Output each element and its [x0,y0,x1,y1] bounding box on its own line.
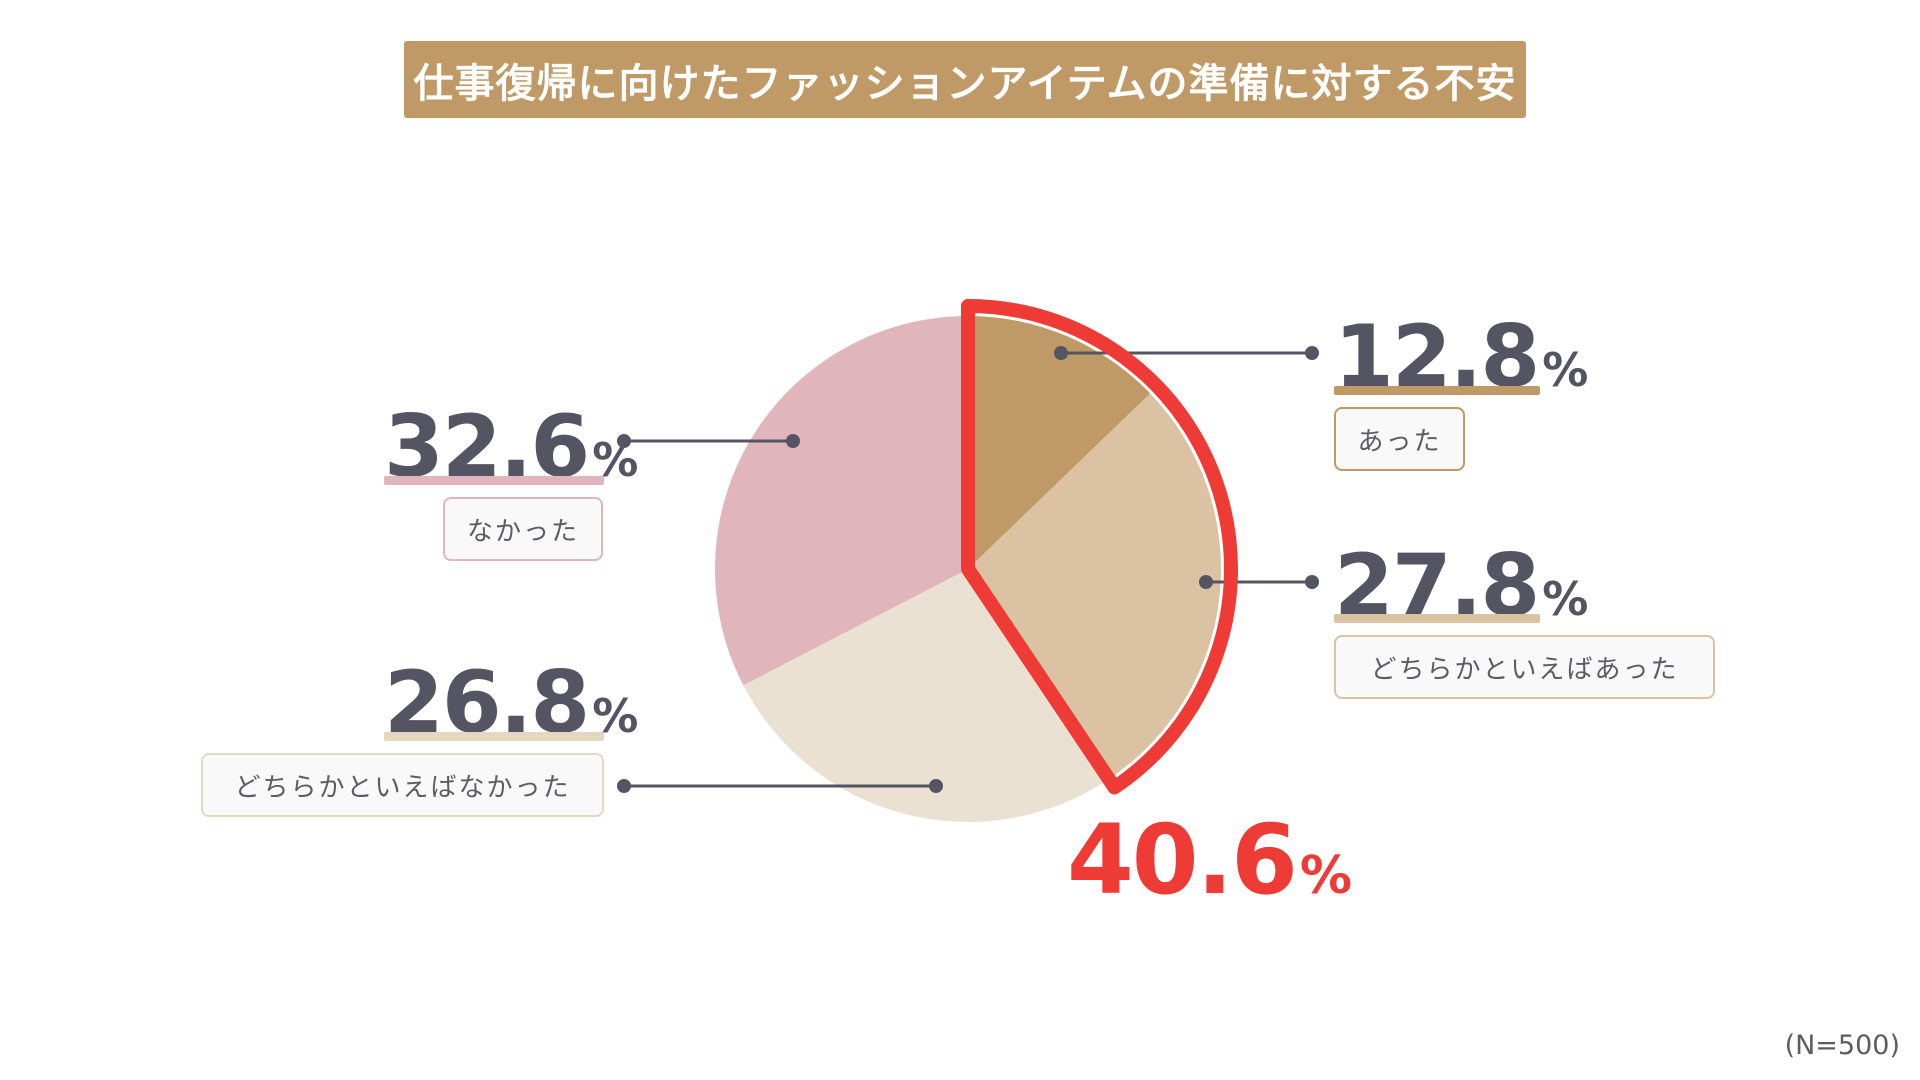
pct-underline [384,732,604,741]
connector-dochiraka-nakatta-dot [929,779,943,793]
pct-value: 32.6 [384,397,590,497]
pct-value: 12.8 [1334,307,1540,407]
pct-underline [1334,614,1540,623]
pct-unit: % [592,689,639,743]
pct-label-nakatta: 32.6% [384,404,638,490]
connector-nakatta-dot [786,434,800,448]
pct-label-atta: 12.8% [1334,314,1588,400]
chart-title: 仕事復帰に向けたファッションアイテムの準備に対する不安 [413,60,1517,107]
title-bar: 仕事復帰に向けたファッションアイテムの準備に対する不安 [404,41,1526,118]
connector-nakatta-dot [617,434,631,448]
highlight-unit: % [1299,846,1352,906]
pct-unit: % [1542,343,1589,397]
connector-atta-dot [1305,346,1319,360]
connector-dochiraka-atta-dot [1305,575,1319,589]
pct-unit: % [592,433,639,487]
highlight-total: 40.6% [1067,812,1352,908]
connector-dochiraka-atta-dot [1199,575,1213,589]
slice-dochiraka-nakatta [743,569,1109,822]
pct-underline [1334,386,1540,395]
pct-underline [384,476,604,485]
pct-unit: % [1542,572,1589,626]
label-box-dochiraka-nakatta: どちらかといえばなかった [201,753,604,817]
label-box-nakatta: なかった [443,497,603,561]
highlight-outline [961,299,1238,795]
slice-nakatta [715,316,968,686]
slice-atta [968,316,1151,569]
pct-value: 26.8 [384,653,590,753]
sample-size-note: (N=500) [1784,1030,1900,1061]
connector-dochiraka-nakatta-dot [617,779,631,793]
label-box-atta: あった [1334,407,1465,471]
slice-dochiraka-atta [968,393,1221,780]
connector-atta-dot [1054,346,1068,360]
highlight-value: 40.6 [1067,804,1298,916]
pct-label-dochiraka-nakatta: 26.8% [384,660,638,746]
label-box-dochiraka-atta: どちらかといえばあった [1334,635,1715,699]
